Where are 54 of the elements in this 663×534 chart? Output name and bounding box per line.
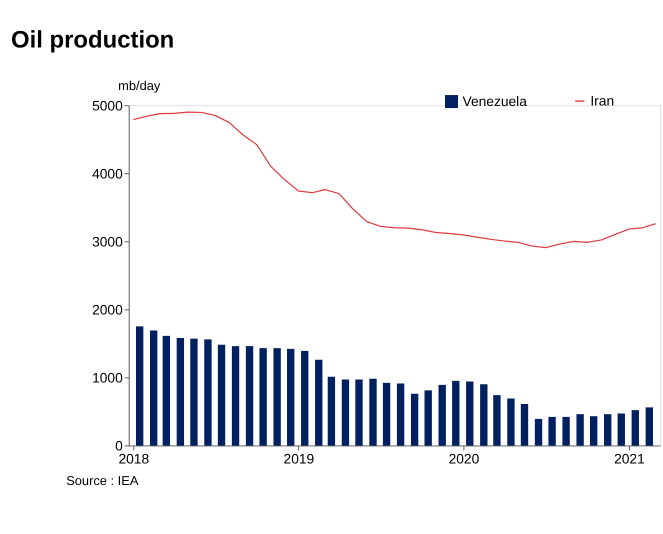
bar xyxy=(136,326,144,446)
y-tick-label: 3000 xyxy=(92,234,124,250)
bar xyxy=(480,384,488,446)
bar xyxy=(493,395,501,446)
y-tick-label: 0 xyxy=(115,438,124,454)
bar xyxy=(562,416,570,446)
bar xyxy=(355,379,363,446)
bar xyxy=(590,416,598,446)
line-series xyxy=(132,112,656,248)
legend-label: Venezuela xyxy=(462,94,528,110)
bar xyxy=(328,376,336,446)
bar xyxy=(534,418,542,446)
bar xyxy=(176,338,184,446)
x-tick-label: 2020 xyxy=(448,451,480,466)
bar xyxy=(287,348,294,446)
bar xyxy=(273,348,281,446)
y-tick-label: 2000 xyxy=(92,302,124,318)
legend-label: Iran xyxy=(590,94,614,109)
bar xyxy=(218,344,226,446)
bar xyxy=(632,410,639,446)
bar xyxy=(342,379,350,446)
bar xyxy=(452,380,460,446)
bar xyxy=(466,382,474,446)
bar xyxy=(618,413,625,446)
x-tick-label: 2018 xyxy=(118,451,150,466)
bar xyxy=(315,360,322,446)
bar xyxy=(190,338,198,446)
bar xyxy=(301,350,308,446)
bar xyxy=(646,407,653,446)
bar xyxy=(259,348,267,446)
y-tick-label: 4000 xyxy=(92,166,124,182)
bar xyxy=(410,394,418,446)
x-tick-label: 2021 xyxy=(614,451,645,466)
bar xyxy=(150,330,158,446)
bar xyxy=(246,346,254,446)
chart-title: Oil production xyxy=(11,26,174,54)
bar xyxy=(604,414,612,446)
y-axis-title: mb/day xyxy=(118,78,161,94)
bar xyxy=(162,336,170,446)
bar xyxy=(382,382,390,446)
y-tick-label: 1000 xyxy=(92,370,124,386)
source-note: Source : IEA xyxy=(66,473,139,488)
bar xyxy=(424,390,432,446)
bar xyxy=(232,346,240,446)
bar xyxy=(548,416,556,446)
bar xyxy=(369,378,377,446)
bar xyxy=(204,339,212,446)
y-tick-label: 5000 xyxy=(92,98,124,114)
bar xyxy=(396,384,404,446)
bar xyxy=(576,414,584,446)
bar xyxy=(438,384,446,446)
bar xyxy=(520,404,528,446)
bar xyxy=(507,398,515,446)
x-tick-label: 2019 xyxy=(284,451,315,466)
